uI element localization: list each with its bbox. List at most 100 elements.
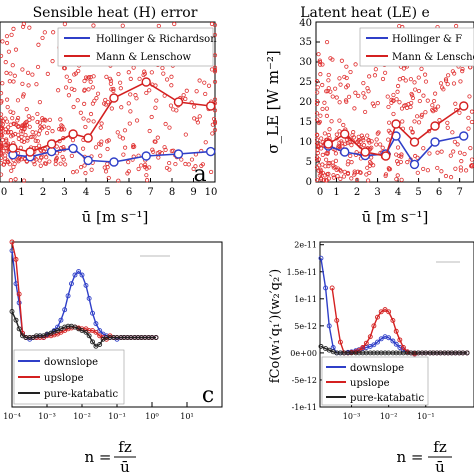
panel-b-scatter-point: [430, 109, 436, 114]
panel-d-ytick-label: -1e-11: [292, 403, 317, 412]
panel-b-scatter-point: [462, 151, 467, 157]
panel-a-scatter-point: [105, 146, 110, 152]
panel-b-scatter-point: [326, 78, 331, 83]
panel-b-scatter-point: [463, 168, 469, 173]
panel-c-series-marker: [97, 328, 103, 334]
panel-b-scatter-point: [408, 104, 413, 110]
panel-d-legend-3: pure-katabatic: [350, 393, 425, 404]
panel-b-scatter-point: [351, 130, 356, 135]
panel-c-series-marker: [93, 321, 99, 327]
panel-b-scatter-point: [397, 100, 402, 105]
panel-d-series-marker: [375, 339, 380, 345]
panel-d-series-marker: [318, 255, 324, 261]
panel-b-scatter-point: [409, 91, 414, 97]
panel-b-scatter-point: [419, 114, 424, 119]
panel-a-scatter-point: [10, 133, 16, 138]
panel-b-scatter-point: [443, 78, 449, 83]
panel-a-scatter-point: [128, 92, 133, 97]
panel-b-scatter-point: [333, 86, 338, 91]
panel-a-scatter-point: [183, 132, 188, 137]
panel-d-series-marker: [367, 334, 373, 340]
panel-b-scatter-point: [425, 98, 430, 103]
panel-a-scatter-point: [75, 98, 80, 103]
panel-a-scatter-point: [8, 178, 13, 183]
panel-b-scatter-point: [435, 165, 440, 171]
panel-b-scatter-point: [438, 81, 444, 86]
panel-b-scatter-point: [331, 165, 336, 170]
panel-a-scatter-point: [4, 97, 10, 102]
panel-a-scatter-point: [0, 99, 4, 104]
panel-c-legend: downslope upslope pure-katabatic: [13, 349, 125, 405]
panel-b-title: Latent heat (LE) e: [300, 5, 430, 21]
panel-b-scatter-point: [326, 161, 331, 166]
panel-b-series-marker: [430, 121, 440, 131]
panel-a-scatter-point: [95, 91, 101, 96]
panel-b-scatter-point: [469, 157, 474, 162]
panel-a-title: Sensible heat (H) error: [33, 5, 198, 21]
svg-text:fz: fz: [118, 438, 132, 456]
panel-a-scatter-point: [83, 124, 88, 130]
panel-b-ylabel: σ_LE [W m⁻²]: [264, 50, 282, 153]
panel-b-scatter-point: [344, 64, 349, 69]
panel-b-scatter-point: [349, 160, 354, 165]
panel-a-scatter-point: [183, 96, 188, 101]
panel-c-series-marker: [62, 307, 68, 313]
panel-a-scatter-point: [109, 106, 114, 111]
panel-d-xtick-label: 10⁻²: [380, 412, 398, 421]
panel-a-scatter-point: [149, 114, 154, 120]
panel-b-scatter-point: [445, 82, 450, 87]
panel-b-scatter-point: [314, 177, 320, 183]
panel-a-scatter-point: [119, 105, 124, 110]
panel-b-scatter-point: [314, 165, 320, 170]
panel-b-legend: Hollinger & F Mann & Lenschow: [359, 27, 474, 67]
panel-a-scatter-point: [91, 23, 96, 28]
panel-d-series-marker: [397, 337, 403, 343]
panel-a-scatter-point: [13, 177, 18, 182]
panel-b-scatter-point: [419, 66, 424, 71]
panel-b-scatter-point: [395, 145, 401, 150]
panel-a-scatter-point: [69, 153, 74, 158]
panel-a-scatter-point: [142, 164, 148, 170]
panel-b-series-marker: [323, 139, 334, 149]
panel-a-scatter-point: [121, 152, 126, 157]
panel-b-scatter-point: [366, 138, 371, 143]
panel-a-scatter-point: [209, 169, 214, 175]
panel-b-scatter-point: [399, 177, 404, 182]
panel-b-scatter-point: [353, 90, 358, 95]
panel-b-scatter-point: [427, 151, 432, 156]
panel-d-series-marker: [371, 323, 377, 329]
panel-a-scatter-point: [117, 134, 122, 139]
panel-b-scatter-point: [423, 79, 429, 84]
panel-b-xtick-label: 4: [395, 187, 401, 198]
panel-b-scatter-point: [386, 104, 391, 110]
panel-a-scatter-point: [35, 111, 40, 117]
panel-b-scatter-point: [398, 159, 403, 165]
panel-a-scatter-point: [0, 143, 4, 148]
panel-a-scatter-point: [210, 131, 215, 136]
panel-d-xtick-label: 10⁻¹: [417, 412, 435, 421]
panel-a-scatter-point: [24, 123, 29, 128]
panel-c-series-marker: [139, 335, 144, 340]
panel-b-scatter-point: [378, 142, 383, 147]
panel-a-scatter-point: [149, 70, 154, 75]
panel-a-scatter-point: [133, 93, 138, 98]
panel-b-scatter-point: [415, 170, 420, 175]
panel-b-scatter-point: [336, 166, 341, 171]
panel-a-scatter-point: [37, 143, 42, 148]
panel-a-scatter-point: [90, 85, 95, 90]
panel-a-scatter-point: [4, 40, 10, 46]
panel-b-scatter-point: [391, 111, 396, 117]
panel-a-scatter-point: [0, 161, 4, 166]
panel-b-scatter-point: [356, 138, 361, 144]
panel-b-scatter-point: [344, 75, 349, 81]
panel-a-scatter-point: [19, 138, 24, 144]
panel-b-scatter-point: [360, 136, 366, 141]
panel-b-scatter-point: [441, 87, 446, 92]
panel-b-scatter-point: [318, 113, 323, 118]
panel-a-scatter-point: [3, 60, 8, 65]
panel-b-scatter-point: [337, 100, 342, 105]
panel-a-scatter-point: [63, 162, 68, 167]
panel-a-xtick-label: 3: [61, 187, 67, 198]
panel-c-series: [9, 239, 159, 349]
panel-c-series-marker: [72, 272, 78, 278]
